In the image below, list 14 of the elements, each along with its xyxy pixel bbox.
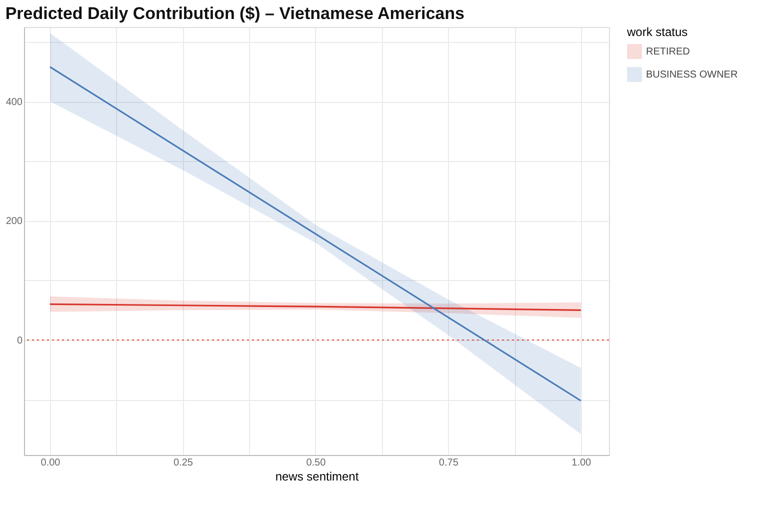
x-tick-label: 0.00 [40,458,61,468]
line-series [49,66,582,402]
x-tick-label: 1.00 [572,458,592,468]
x-tick-label: 0.75 [438,458,459,468]
y-tick-label: 0 [16,335,23,346]
y-tick-label: 400 [6,97,23,108]
x-tick-label: 0.25 [173,458,194,468]
x-axis-title: news sentiment [275,470,360,484]
legend-label: RETIRED [646,46,690,58]
legend-title: work status [626,25,688,39]
x-tick-label: 0.50 [306,458,326,468]
chart-title: Predicted Daily Contribution ($) – Vietnamese Americans [5,4,464,23]
legend-label: BUSINESS OWNER [646,70,738,80]
y-tick-label: 200 [6,216,23,228]
